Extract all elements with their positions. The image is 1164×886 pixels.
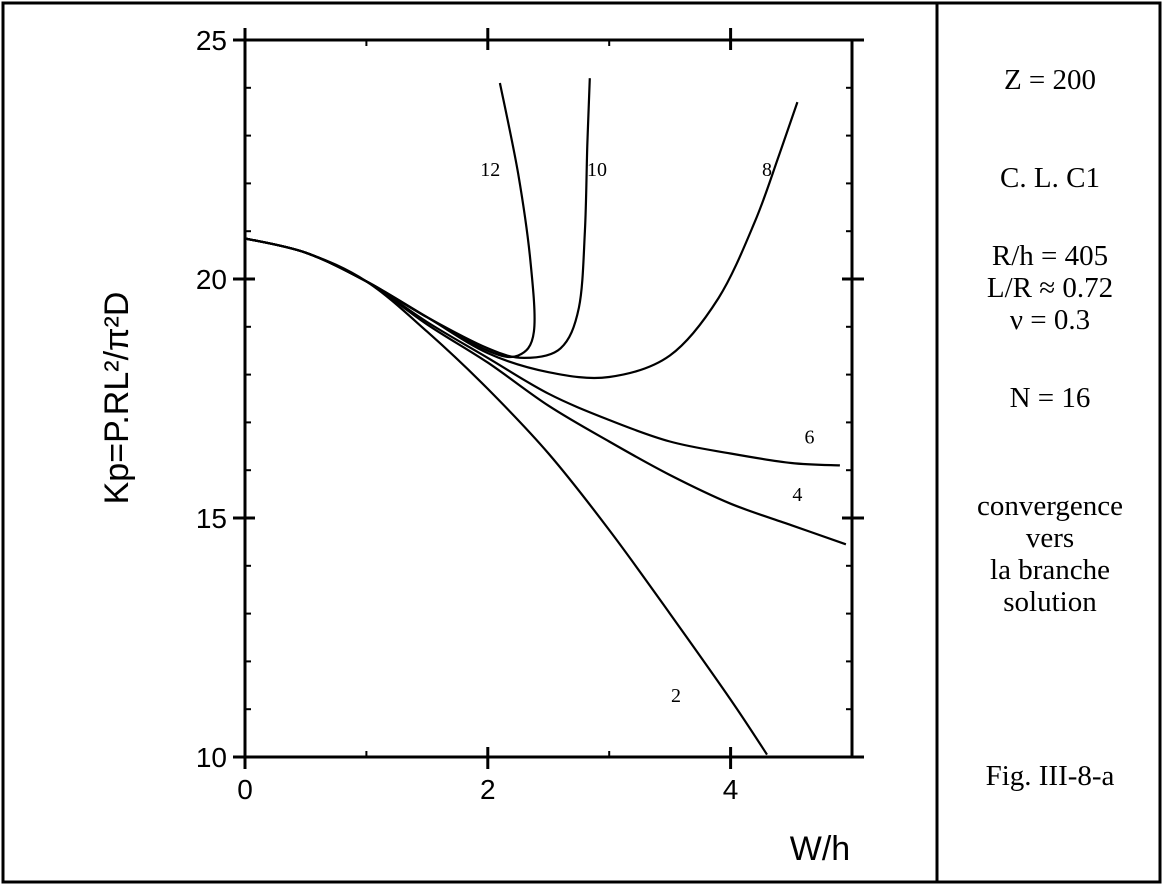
z-value: Z = 200 bbox=[1003, 64, 1097, 96]
description-line-3: la branche bbox=[990, 554, 1110, 586]
y-axis-label: Kp=P.RL²/π²D bbox=[98, 292, 136, 505]
series-label-4: 4 bbox=[792, 484, 802, 506]
y-tick-label-10: 10 bbox=[196, 742, 227, 773]
x-tick-label-2: 2 bbox=[480, 774, 496, 805]
y-tick-label-25: 25 bbox=[196, 25, 227, 56]
plot-border bbox=[243, 38, 854, 759]
x-tick-label-4: 4 bbox=[723, 774, 739, 805]
n-value: N = 16 bbox=[1009, 382, 1091, 414]
y-tick-label-15: 15 bbox=[196, 503, 227, 534]
series-label-10: 10 bbox=[587, 159, 607, 181]
r-over-h: R/h = 405 bbox=[991, 240, 1109, 272]
chart-area: 10 15 20 25 0 2 4 W/h Kp=P.RL²/π²D 2 4 6 8 10 12 bbox=[98, 25, 864, 868]
x-axis-label: W/h bbox=[790, 830, 850, 868]
figure-caption: Fig. III-8-a bbox=[985, 760, 1115, 792]
poisson-ratio: ν = 0.3 bbox=[1009, 304, 1091, 336]
series-label-12: 12 bbox=[480, 159, 500, 181]
description-line-4: solution bbox=[1003, 586, 1097, 618]
y-tick-label-20: 20 bbox=[196, 264, 227, 295]
boundary-condition: C. L. C1 bbox=[1000, 162, 1100, 194]
series-label-6: 6 bbox=[805, 427, 815, 449]
l-over-r: L/R ≈ 0.72 bbox=[986, 272, 1114, 304]
series-line-6 bbox=[244, 237, 840, 467]
description-line-2: vers bbox=[1025, 522, 1075, 554]
series-label-8: 8 bbox=[762, 159, 772, 181]
series-label-2: 2 bbox=[671, 685, 681, 707]
x-tick-label-0: 0 bbox=[237, 774, 253, 805]
parameter-panel: Z = 200 C. L. C1 R/h = 405 L/R ≈ 0.72 ν … bbox=[938, 3, 1162, 883]
series-line-8 bbox=[244, 101, 799, 380]
series-line-12 bbox=[244, 82, 536, 359]
series-line-2 bbox=[244, 237, 768, 756]
description-line-1: convergence bbox=[977, 490, 1123, 522]
